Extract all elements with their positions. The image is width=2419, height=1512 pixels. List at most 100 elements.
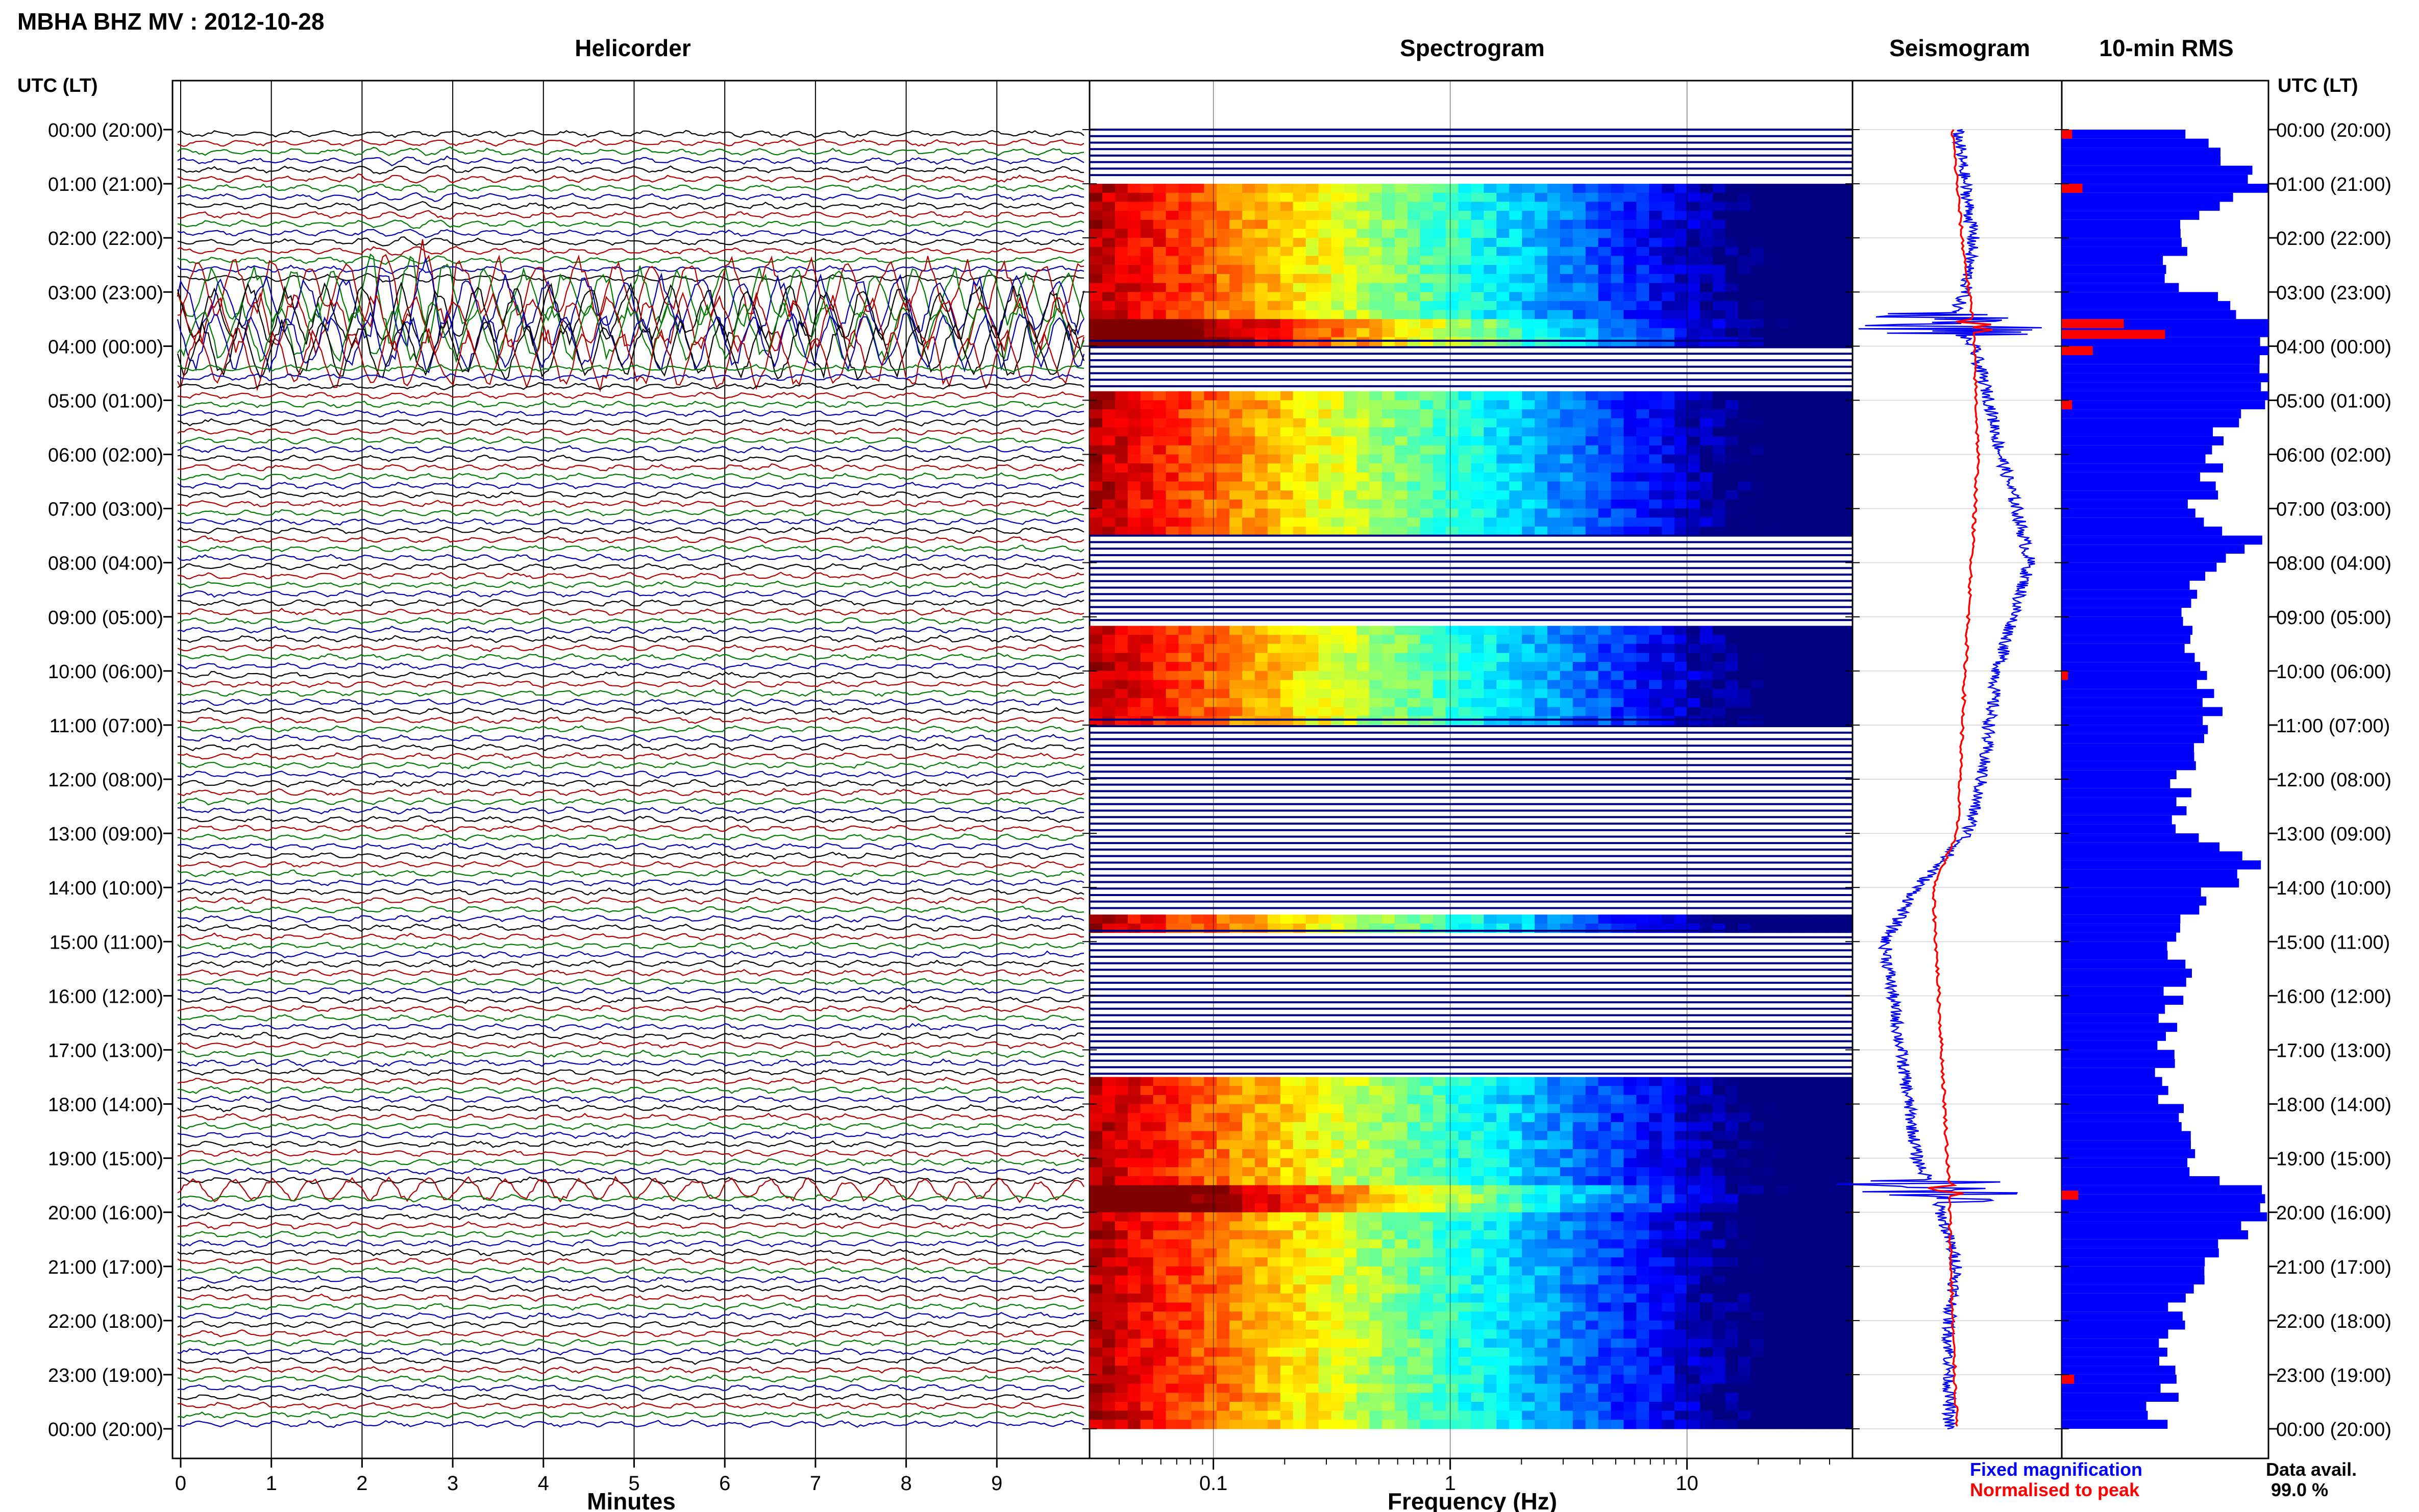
spectrogram-cell (1840, 184, 1853, 193)
spectrogram-cell (1776, 1131, 1789, 1141)
spectrogram-cell (1433, 274, 1446, 284)
helicorder-trace (177, 427, 1084, 436)
spectrogram-cell (1649, 707, 1662, 716)
spectrogram-cell (1623, 436, 1637, 446)
spectrogram-cell (1102, 1131, 1116, 1141)
spectrogram-cell (1166, 1221, 1179, 1231)
spectrogram-cell (1662, 1176, 1675, 1186)
spectrogram-cell (1598, 192, 1612, 203)
spectrogram-cell (1750, 1239, 1764, 1249)
spectrogram-cell (1814, 1140, 1828, 1150)
spectrogram-cell (1445, 499, 1459, 509)
helicorder-trace (177, 562, 1084, 571)
spectrogram-cell (1407, 1203, 1421, 1213)
spectrogram-cell (1293, 409, 1306, 419)
spectrogram-cell (1827, 1366, 1840, 1375)
spectrogram-cell (1178, 914, 1192, 924)
spectrogram-cell (1547, 707, 1561, 716)
spectrogram-cell (1305, 1140, 1319, 1150)
spectrogram-cell (1395, 1194, 1408, 1204)
spectrogram-cell (1445, 1320, 1459, 1330)
spectrogram-cell (1700, 1167, 1713, 1177)
spectrogram-cell (1611, 391, 1624, 401)
spectrogram-cell (1204, 219, 1217, 230)
spectrogram-cell (1293, 310, 1306, 319)
spectrogram-cell (1611, 184, 1624, 193)
spectrogram-cell (1458, 256, 1472, 265)
spectrogram-cell (1776, 481, 1789, 491)
spectrogram-cell (1662, 716, 1675, 726)
spectrogram-cell (1153, 1167, 1167, 1177)
spectrogram-cell (1331, 517, 1344, 527)
spectrogram-cell (1382, 1131, 1395, 1141)
spectrogram-cell (1840, 238, 1853, 247)
spectrogram-cell (1649, 662, 1662, 672)
spectrogram-cell (1369, 481, 1383, 491)
spectrogram-cell (1178, 211, 1192, 220)
spectrogram-cell (1242, 400, 1255, 410)
spectrogram-cell (1789, 1167, 1802, 1177)
spectrogram-cell (1395, 662, 1408, 672)
spectrogram-cell (1585, 283, 1599, 292)
spectrogram-cell (1776, 1086, 1789, 1096)
helicorder-trace (177, 239, 1084, 328)
spectrogram-cell (1776, 643, 1789, 654)
spectrogram-cell (1318, 418, 1331, 428)
spectrogram-cell (1178, 229, 1192, 238)
spectrogram-cell (1827, 400, 1840, 410)
spectrogram-cell (1547, 1339, 1561, 1348)
helicorder-trace (177, 500, 1084, 508)
spectrogram-cell (1750, 1140, 1764, 1150)
spectrogram-cell (1712, 265, 1726, 275)
spectrogram-cell (1331, 1339, 1344, 1348)
spectrogram-cell (1738, 202, 1751, 211)
spectrogram-cell (1140, 1158, 1154, 1168)
spectrogram-cell (1331, 283, 1344, 292)
spectrogram-cell (1254, 184, 1268, 193)
spectrogram-cell (1700, 1266, 1713, 1276)
spectrogram-cell (1840, 301, 1853, 311)
spectrogram-cell (1649, 211, 1662, 220)
spectrogram-cell (1763, 653, 1777, 662)
spectrogram-cell (1674, 1366, 1688, 1375)
spectrogram-cell (1191, 427, 1204, 437)
spectrogram-cell (1293, 689, 1306, 699)
spectrogram-cell (1229, 319, 1243, 329)
spectrogram-cell (1407, 246, 1421, 257)
spectrogram-cell (1420, 454, 1434, 464)
spectrogram-cell (1242, 1356, 1255, 1366)
spectrogram-cell (1293, 265, 1306, 275)
helicorder-tick-label: 4 (538, 1472, 549, 1495)
spectrogram-cell (1471, 698, 1484, 708)
spectrogram-cell (1636, 400, 1649, 410)
spectrogram-cell (1801, 274, 1815, 284)
spectrogram-cell (1738, 265, 1751, 275)
spectrogram-cell (1267, 689, 1281, 699)
spectrogram-cell (1305, 1149, 1319, 1159)
spectrogram-cell (1267, 914, 1281, 924)
spectrogram-cell (1611, 689, 1624, 699)
spectrogram-cell (1280, 1086, 1294, 1096)
spectrogram-cell (1662, 1366, 1675, 1375)
spectrogram-cell (1738, 1347, 1751, 1357)
spectrogram-cell (1242, 1329, 1255, 1339)
spectrogram-cell (1750, 662, 1764, 672)
spectrogram-cell (1433, 1320, 1446, 1330)
spectrogram-cell (1166, 1302, 1179, 1312)
spectrogram-cell (1356, 274, 1370, 284)
spectrogram-cell (1178, 499, 1192, 509)
spectrogram-cell (1458, 1113, 1472, 1123)
spectrogram-cell (1674, 472, 1688, 482)
spectrogram-cell (1840, 1131, 1853, 1141)
spectrogram-cell (1191, 914, 1204, 924)
spectrogram-cell (1598, 1275, 1612, 1285)
spectrogram-cell (1496, 1167, 1510, 1177)
spectrogram-cell (1522, 680, 1535, 689)
spectrogram-cell (1254, 499, 1268, 509)
spectrogram-cell (1840, 1212, 1853, 1222)
spectrogram-cell (1636, 662, 1649, 672)
spectrogram-cell (1090, 662, 1103, 672)
spectrogram-cell (1662, 1266, 1675, 1276)
spectrogram-cell (1776, 211, 1789, 220)
spectrogram-cell (1649, 427, 1662, 437)
